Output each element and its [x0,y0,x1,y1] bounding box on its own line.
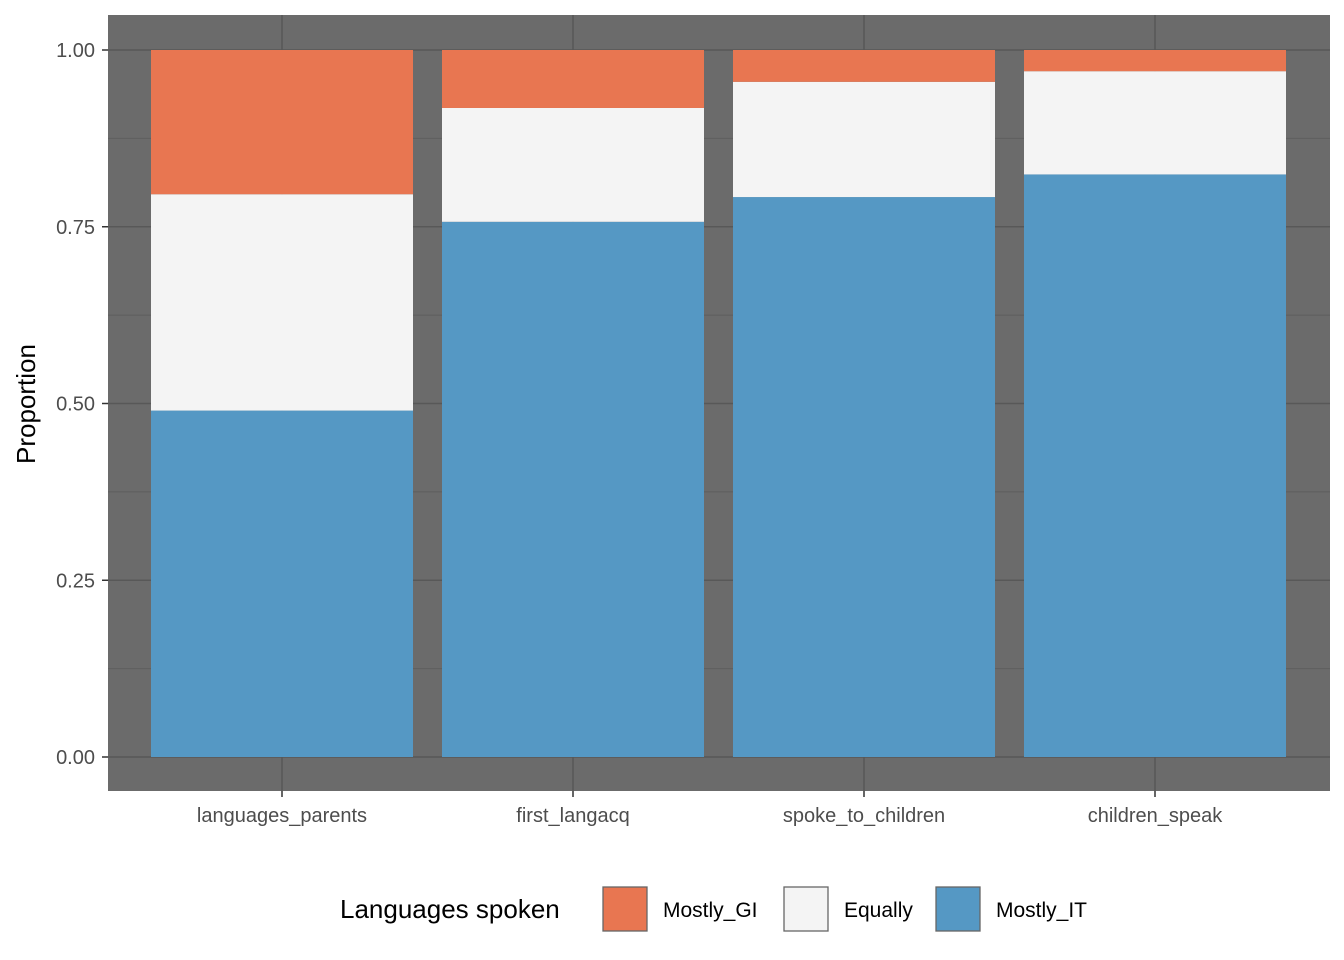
bar-first-langacq-equally [442,107,704,222]
x-tick-label-languages-parents: languages_parents [197,805,367,827]
legend-key-equally [783,886,829,932]
bar-children-speak-mostly-gi [1024,50,1286,72]
bar-languages-parents-equally [151,194,413,411]
y-tick-label: 0.00 [56,747,95,769]
bar-spoke-to-children-mostly-it [733,197,995,757]
bar-first-langacq-mostly-gi [442,50,704,108]
bar-children-speak-mostly-it [1024,174,1286,757]
bar-languages-parents-mostly-it [151,410,413,757]
legend-label-mostly-it: Mostly_IT [996,899,1087,922]
y-tick-label: 0.25 [56,570,95,592]
y-tick-label: 0.50 [56,394,95,416]
x-tick-label-first-langacq: first_langacq [516,805,629,827]
legend-label-mostly-gi: Mostly_GI [663,899,758,922]
legend: Languages spoken Mostly_GI Equally Mostly_… [340,886,1087,932]
legend-title: Languages spoken [340,894,560,924]
y-tick-label: 1.00 [56,40,95,62]
x-tick-label-children-speak: children_speak [1088,805,1224,827]
legend-key-mostly-gi [602,886,648,932]
x-axis-ticks: languages_parents first_langacq spoke_to_c… [197,791,1223,827]
bars [151,50,1286,757]
bar-first-langacq-mostly-it [442,221,704,757]
y-tick-label: 0.75 [56,217,95,239]
y-axis-title: Proportion [11,344,41,464]
bar-spoke-to-children-mostly-gi [733,50,995,82]
bar-children-speak-equally [1024,71,1286,175]
y-axis-ticks: 0.00 0.25 0.50 0.75 1.00 [56,40,108,769]
legend-key-mostly-it [935,886,981,932]
bar-languages-parents-mostly-gi [151,50,413,195]
legend-label-equally: Equally [844,899,913,922]
bar-spoke-to-children-equally [733,81,995,198]
x-tick-label-spoke-to-children: spoke_to_children [783,805,945,827]
